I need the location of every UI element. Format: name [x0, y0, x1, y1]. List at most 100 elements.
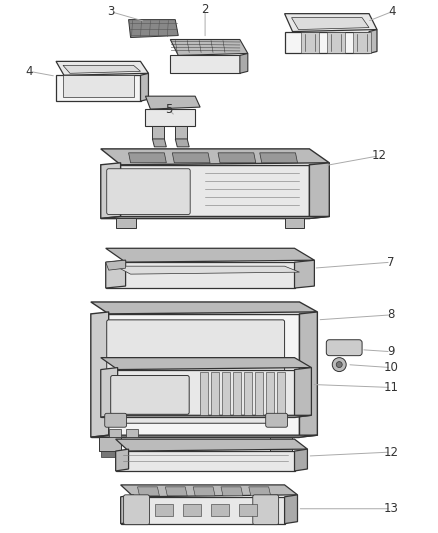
Polygon shape [101, 415, 311, 417]
Polygon shape [170, 39, 248, 55]
Polygon shape [101, 149, 329, 165]
Polygon shape [249, 487, 271, 496]
Polygon shape [218, 153, 256, 163]
Polygon shape [63, 75, 134, 97]
Polygon shape [309, 163, 329, 219]
FancyBboxPatch shape [253, 495, 279, 524]
Polygon shape [91, 302, 318, 314]
Polygon shape [294, 260, 314, 288]
Text: 12: 12 [383, 446, 399, 458]
Polygon shape [145, 109, 195, 126]
Text: 13: 13 [383, 502, 398, 515]
Polygon shape [101, 216, 329, 219]
Polygon shape [138, 487, 159, 496]
Polygon shape [327, 31, 345, 53]
Polygon shape [152, 126, 164, 139]
FancyBboxPatch shape [111, 376, 189, 414]
Circle shape [265, 453, 275, 463]
Polygon shape [329, 348, 359, 354]
FancyBboxPatch shape [107, 320, 285, 423]
FancyBboxPatch shape [105, 413, 127, 427]
Text: 8: 8 [387, 309, 395, 321]
Polygon shape [101, 368, 118, 417]
Polygon shape [260, 153, 297, 163]
Polygon shape [101, 163, 120, 219]
Polygon shape [116, 266, 300, 274]
Circle shape [135, 453, 145, 463]
Circle shape [307, 188, 312, 193]
Polygon shape [211, 372, 219, 415]
Polygon shape [129, 153, 166, 163]
Polygon shape [172, 153, 210, 163]
Polygon shape [369, 29, 377, 53]
Polygon shape [141, 74, 148, 101]
Polygon shape [270, 437, 292, 451]
Bar [126, 429, 138, 437]
Text: 4: 4 [25, 65, 33, 78]
Text: 10: 10 [383, 361, 398, 374]
Polygon shape [193, 487, 215, 496]
Polygon shape [200, 372, 208, 415]
Polygon shape [272, 451, 288, 457]
Text: 9: 9 [387, 345, 395, 358]
Polygon shape [106, 260, 126, 270]
Polygon shape [244, 372, 252, 415]
Polygon shape [353, 31, 371, 53]
Polygon shape [300, 312, 318, 437]
Polygon shape [99, 437, 120, 451]
Text: 5: 5 [165, 102, 172, 116]
Polygon shape [294, 368, 311, 417]
Polygon shape [294, 449, 307, 471]
Text: 2: 2 [201, 3, 209, 16]
Polygon shape [116, 449, 129, 471]
Bar [109, 429, 120, 437]
Text: 11: 11 [383, 381, 399, 394]
Polygon shape [221, 487, 243, 496]
Bar [211, 504, 229, 516]
FancyBboxPatch shape [124, 495, 149, 524]
FancyBboxPatch shape [326, 340, 362, 356]
Text: 7: 7 [387, 256, 395, 269]
Polygon shape [240, 53, 248, 74]
Polygon shape [129, 20, 178, 37]
Polygon shape [101, 369, 294, 417]
Polygon shape [285, 31, 369, 53]
Polygon shape [120, 495, 134, 523]
Polygon shape [120, 497, 285, 523]
Polygon shape [145, 96, 200, 109]
Polygon shape [233, 372, 241, 415]
Polygon shape [255, 372, 263, 415]
Polygon shape [222, 372, 230, 415]
Bar [155, 504, 173, 516]
Polygon shape [292, 18, 369, 29]
Polygon shape [101, 358, 311, 369]
Polygon shape [175, 139, 189, 147]
Polygon shape [56, 75, 141, 101]
Polygon shape [170, 55, 240, 74]
Text: 12: 12 [371, 149, 386, 163]
Polygon shape [91, 312, 109, 437]
Polygon shape [120, 485, 297, 497]
Polygon shape [266, 372, 274, 415]
Polygon shape [116, 219, 135, 229]
Polygon shape [285, 495, 297, 523]
Polygon shape [101, 451, 117, 457]
Polygon shape [285, 219, 304, 229]
Polygon shape [116, 451, 294, 471]
FancyBboxPatch shape [107, 169, 190, 214]
Polygon shape [56, 61, 148, 75]
Polygon shape [277, 372, 285, 415]
Text: 3: 3 [107, 5, 114, 18]
Polygon shape [106, 260, 126, 288]
Polygon shape [285, 14, 377, 31]
Polygon shape [106, 248, 314, 262]
Polygon shape [165, 487, 187, 496]
Polygon shape [63, 66, 141, 74]
Circle shape [102, 324, 110, 332]
Polygon shape [301, 31, 319, 53]
Bar [183, 504, 201, 516]
Polygon shape [106, 262, 294, 288]
FancyBboxPatch shape [266, 413, 288, 427]
Circle shape [332, 358, 346, 372]
Circle shape [336, 361, 342, 368]
